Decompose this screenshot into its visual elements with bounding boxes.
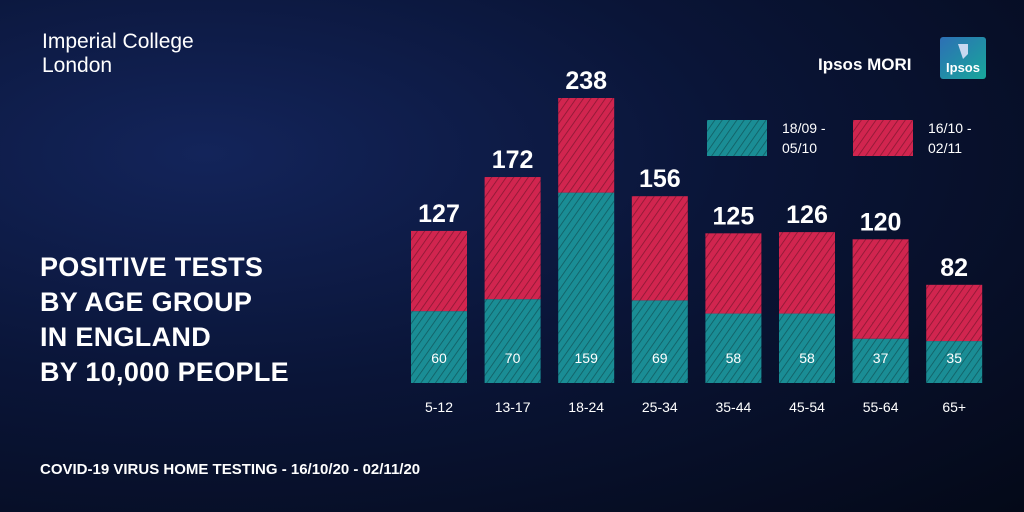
bar-hatch	[631, 196, 688, 301]
total-label: 238	[565, 67, 607, 95]
total-label: 125	[713, 202, 755, 230]
title-line: IN ENGLAND	[40, 322, 211, 352]
title-line: POSITIVE TESTS	[40, 252, 264, 282]
legend-label: 18/09 - 05/10	[782, 120, 826, 156]
x-tick-label: 18-24	[568, 399, 604, 415]
bar-hatch	[484, 177, 541, 300]
org-logo: Imperial College London	[42, 30, 194, 77]
bar-hatch	[779, 232, 835, 314]
segment-label: 70	[505, 350, 521, 366]
bar-hatch	[705, 313, 762, 383]
footer: COVID-19 VIRUS HOME TESTING - 16/10/20 -…	[40, 461, 421, 478]
bar-hatch	[411, 230, 467, 312]
segment-label: 58	[726, 350, 742, 366]
total-label: 156	[639, 165, 681, 193]
bar-hatch	[631, 300, 688, 383]
title-line: BY 10,000 PEOPLE	[40, 357, 289, 387]
x-tick-label: 55-64	[863, 399, 899, 415]
logo-shape	[958, 44, 968, 59]
x-tick-label: 45-54	[789, 399, 825, 415]
bar-hatch	[558, 192, 615, 383]
total-label: 120	[860, 208, 902, 236]
segment-label: 60	[431, 350, 447, 366]
legend-hatch	[853, 120, 913, 156]
bar-hatch	[852, 239, 909, 339]
segment-label: 159	[575, 350, 599, 366]
total-label: 127	[418, 200, 460, 228]
bar-hatch	[852, 338, 909, 383]
bar-hatch	[926, 341, 983, 383]
partner-logo-text: Ipsos	[946, 60, 980, 75]
partner-name: Ipsos MORI	[818, 55, 912, 74]
x-tick-label: 65+	[942, 399, 966, 415]
x-tick-label: 35-44	[715, 399, 751, 415]
x-tick-label: 25-34	[642, 399, 678, 415]
x-tick-label: 5-12	[425, 399, 453, 415]
total-label: 172	[492, 146, 534, 174]
x-tick-label: 13-17	[495, 399, 531, 415]
chart-title: POSITIVE TESTS BY AGE GROUP IN ENGLAND BY 1…	[40, 250, 289, 390]
legend-hatch	[707, 120, 767, 156]
segment-label: 69	[652, 350, 668, 366]
segment-label: 58	[799, 350, 815, 366]
bar-hatch	[411, 311, 467, 383]
segment-label: 35	[946, 350, 962, 366]
bar-hatch	[484, 299, 541, 383]
bar-hatch	[779, 313, 835, 383]
legend-label: 16/10 - 02/11	[928, 120, 972, 156]
bar-hatch	[705, 233, 762, 314]
title-line: BY AGE GROUP	[40, 287, 253, 317]
bar-hatch	[926, 284, 983, 342]
total-label: 126	[786, 201, 828, 229]
total-label: 82	[940, 254, 968, 282]
bar-hatch	[558, 98, 615, 193]
segment-label: 37	[873, 350, 889, 366]
